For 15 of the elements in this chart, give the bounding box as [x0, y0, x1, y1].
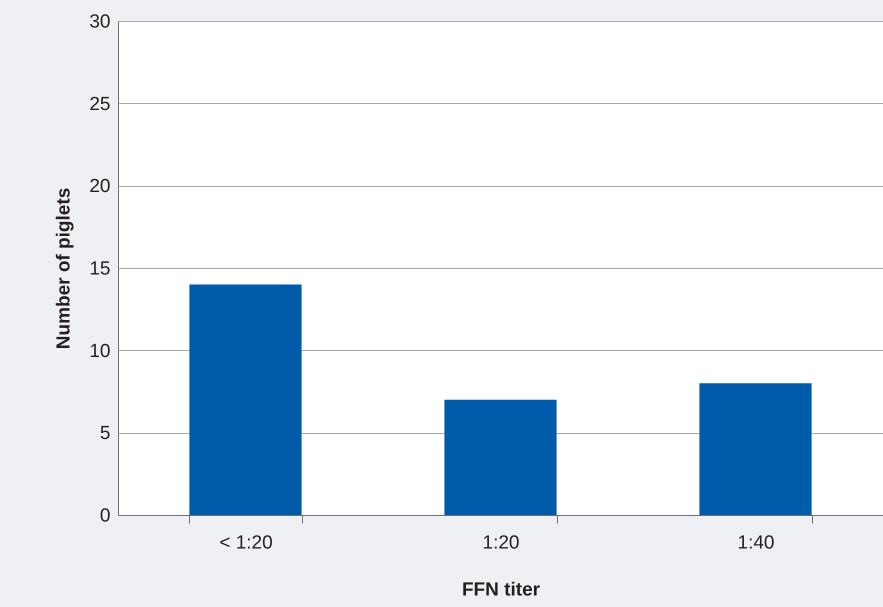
y-tick-label: 30 — [89, 12, 110, 32]
y-tick-label: 20 — [89, 176, 110, 198]
x-tick-label: 1:40 — [738, 532, 774, 554]
y-tick-label: 5 — [100, 423, 110, 444]
y-tick-label: 10 — [89, 340, 110, 362]
bar — [699, 383, 812, 515]
y-axis-title: Number of piglets — [53, 188, 74, 350]
bar — [444, 400, 557, 515]
y-tick-label: 0 — [100, 506, 110, 526]
x-tick-label: 1:20 — [482, 532, 520, 554]
y-tick-label: 25 — [89, 94, 110, 115]
x-tick-label: < 1:20 — [219, 532, 273, 554]
y-tick-label: 15 — [89, 258, 110, 280]
bar — [189, 284, 302, 515]
x-axis-title: FFN titer — [462, 580, 541, 600]
